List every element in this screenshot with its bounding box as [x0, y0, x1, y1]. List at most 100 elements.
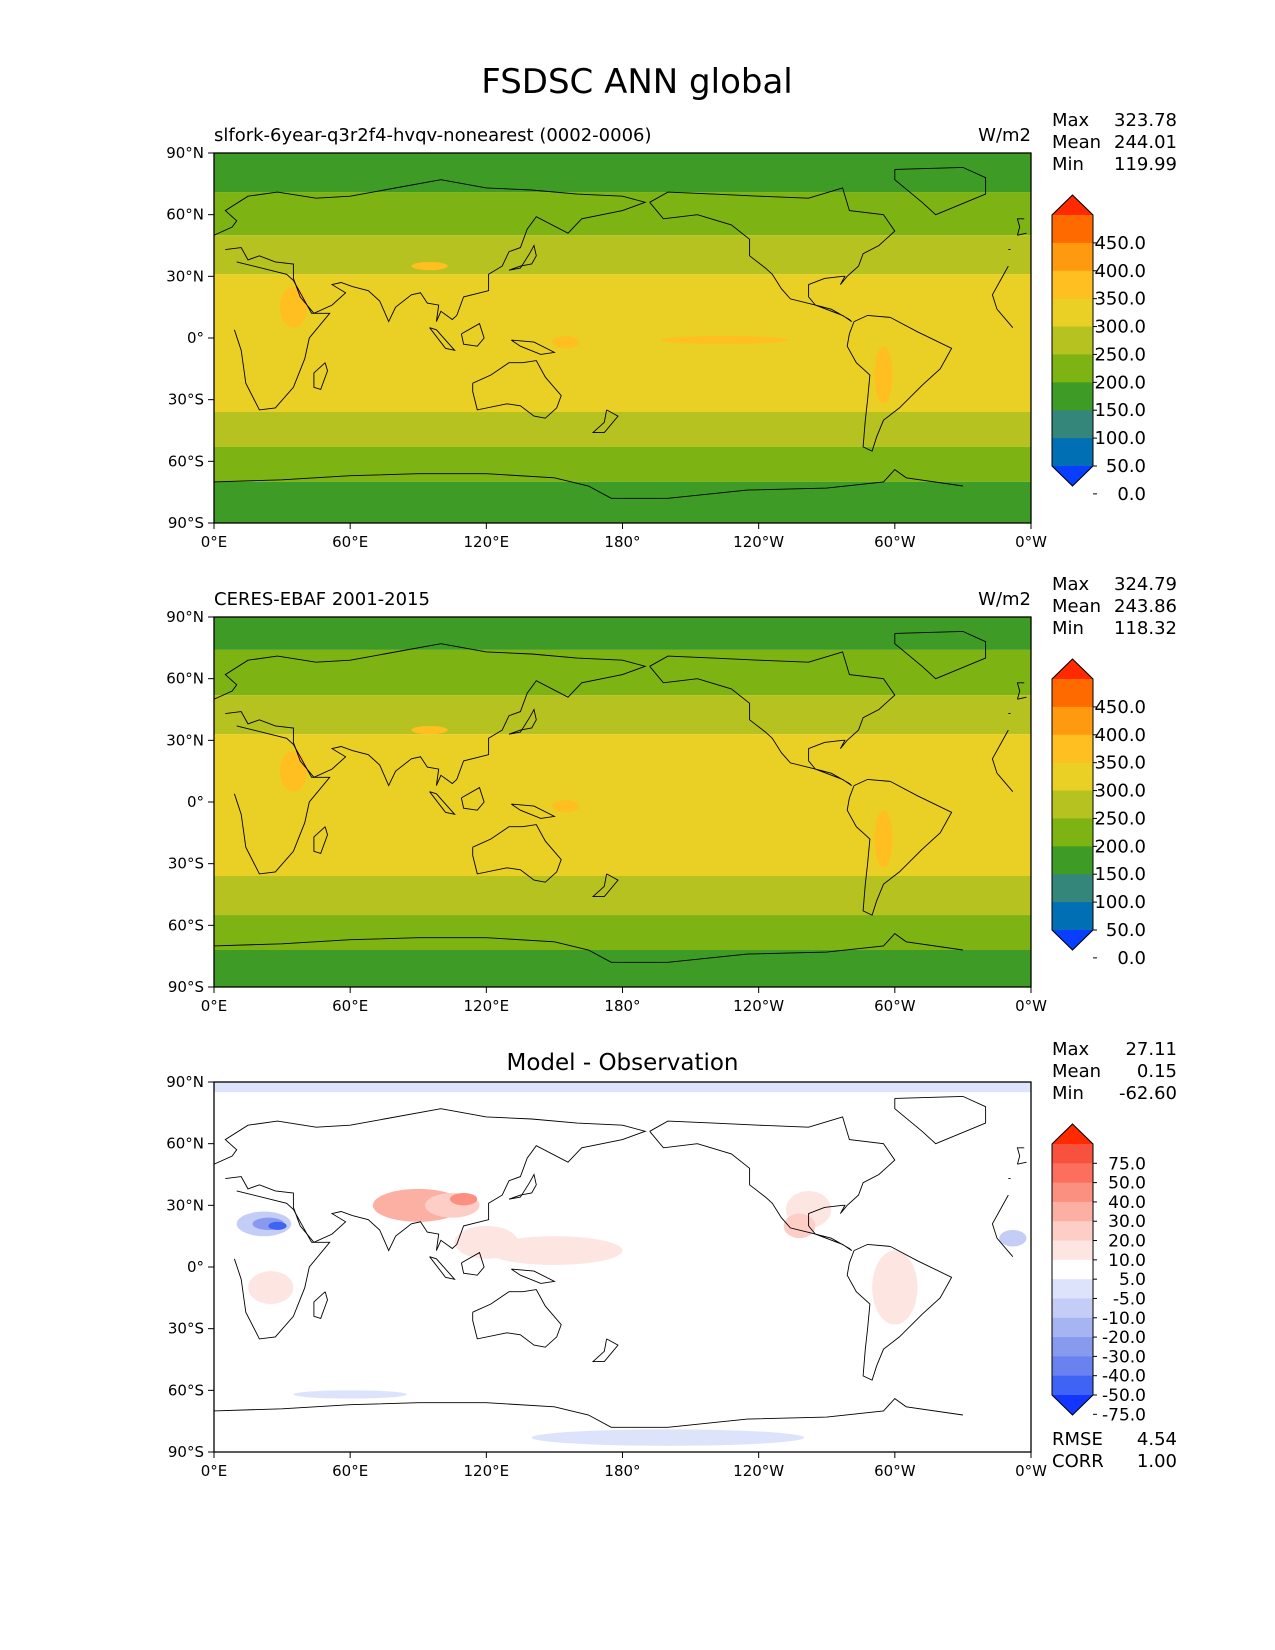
stat-label-mean: Mean — [1052, 132, 1101, 153]
lon-tick-label: 120°E — [464, 997, 510, 1015]
coastline — [472, 360, 562, 419]
colorbar-label: 0.0 — [1117, 484, 1146, 505]
colorbar-box — [1052, 410, 1093, 439]
colorbar-box — [1052, 1259, 1093, 1280]
lat-tick-label: 90°N — [166, 144, 204, 162]
colorbar-box — [1052, 874, 1093, 903]
lat-tick-label: 30°N — [166, 267, 204, 285]
lon-tick-label: 120°W — [733, 1462, 784, 1480]
lat-tick-label: 30°N — [166, 1196, 204, 1214]
colorbar-box — [1052, 382, 1093, 411]
stat-value-max: 324.79 — [1114, 574, 1177, 595]
lat-tick-label: 0° — [187, 793, 204, 811]
coastline — [846, 1243, 953, 1381]
anomaly-patch — [450, 1193, 478, 1206]
lon-tick-label: 60°E — [332, 997, 368, 1015]
colorbar-extend-min — [1052, 930, 1093, 950]
lat-tick-label: 90°S — [168, 514, 204, 532]
colorbar-label: 200.0 — [1094, 372, 1146, 393]
field-band — [214, 235, 1031, 275]
coastline — [313, 362, 328, 390]
coastline — [472, 1289, 562, 1348]
coastline — [508, 708, 537, 735]
colorbar-label: 300.0 — [1094, 317, 1146, 338]
map-field — [214, 1082, 1031, 1452]
field-patch — [279, 750, 308, 792]
colorbar-label: 10.0 — [1108, 1251, 1146, 1271]
stat-label-rmse: RMSE — [1052, 1429, 1103, 1450]
field-patch — [874, 810, 893, 868]
colorbar-label: 150.0 — [1094, 400, 1146, 421]
coastline — [649, 187, 896, 322]
colorbar-label: 350.0 — [1094, 753, 1146, 774]
colorbar-box — [1052, 762, 1093, 792]
colorbar-label: -10.0 — [1102, 1309, 1146, 1329]
coastline — [233, 1190, 1014, 1340]
colorbar-label: 100.0 — [1094, 892, 1146, 913]
anomaly-patch — [872, 1250, 918, 1325]
colorbar-label: -5.0 — [1113, 1289, 1146, 1309]
colorbar-label: 30.0 — [1108, 1212, 1146, 1232]
lon-tick-label: 60°E — [332, 1462, 368, 1480]
colorbar-extend-min — [1052, 1395, 1093, 1415]
colorbar-box — [1052, 790, 1093, 819]
coastline — [511, 1268, 556, 1284]
colorbar-box — [1052, 1163, 1093, 1184]
coastline — [460, 1251, 485, 1276]
coastline — [649, 651, 896, 786]
field-band — [214, 734, 1031, 876]
field-patch — [411, 725, 448, 735]
lat-tick-label: 30°N — [166, 731, 204, 749]
colorbar-box — [1052, 902, 1093, 931]
colorbar-label: 50.0 — [1106, 920, 1146, 941]
panel-2: 90°N 60°N 30°N 0° 30°S 60°S 90°S0°E 60°E 120°E 18… — [166, 574, 1177, 1015]
colorbar-box — [1052, 1201, 1093, 1222]
coastline — [591, 409, 619, 434]
stat-label-mean: Mean — [1052, 596, 1101, 617]
coastline — [511, 339, 556, 355]
field-band — [214, 876, 1031, 916]
anomaly-patch — [268, 1221, 287, 1230]
coastline — [429, 327, 456, 352]
colorbar-label: 300.0 — [1094, 781, 1146, 802]
anomaly-patch — [999, 1230, 1027, 1247]
stat-value-max: 27.11 — [1125, 1039, 1177, 1060]
stat-label-min: Min — [1052, 618, 1084, 639]
colorbar-box — [1052, 818, 1093, 847]
field-patch — [874, 346, 893, 404]
lon-tick-label: 0°E — [201, 997, 228, 1015]
lon-tick-label: 120°E — [464, 1462, 510, 1480]
colorbar-box — [1052, 1221, 1093, 1242]
coastline — [508, 244, 537, 271]
panel-title: slfork-6year-q3r2f4-hvqv-nonearest (0002… — [214, 125, 652, 146]
colorbar-box — [1052, 1337, 1093, 1357]
stat-value-mean: 243.86 — [1114, 596, 1177, 617]
coastline — [233, 725, 1014, 875]
coastline — [894, 630, 987, 680]
colorbar-box — [1052, 1356, 1093, 1377]
map-field — [214, 617, 1031, 987]
coastline — [1016, 682, 1027, 700]
coastline — [460, 322, 485, 347]
field-patch — [279, 286, 308, 328]
lat-tick-label: 60°N — [166, 670, 204, 688]
colorbar-label: -50.0 — [1102, 1386, 1146, 1406]
colorbar: 75.050.040.030.020.010.05.0-5.0-10.0-20.… — [1051, 1123, 1146, 1425]
stat-value-min: 118.32 — [1114, 618, 1177, 639]
lat-tick-label: 30°S — [168, 391, 204, 409]
colorbar-label: -75.0 — [1102, 1405, 1146, 1425]
coastline — [214, 469, 963, 499]
colorbar-box — [1052, 846, 1093, 875]
coastline — [508, 1173, 537, 1200]
field-band — [214, 1082, 1031, 1093]
figure-title: FSDSC ANN global — [481, 62, 792, 102]
stat-label-mean: Mean — [1052, 1061, 1101, 1082]
lat-tick-label: 60°N — [166, 1135, 204, 1153]
stat-label-corr: CORR — [1052, 1451, 1104, 1472]
lon-tick-label: 60°W — [874, 997, 916, 1015]
field-band — [214, 915, 1031, 950]
colorbar-label: 450.0 — [1094, 697, 1146, 718]
stat-value-mean: 0.15 — [1137, 1061, 1177, 1082]
lat-tick-label: 90°S — [168, 978, 204, 996]
